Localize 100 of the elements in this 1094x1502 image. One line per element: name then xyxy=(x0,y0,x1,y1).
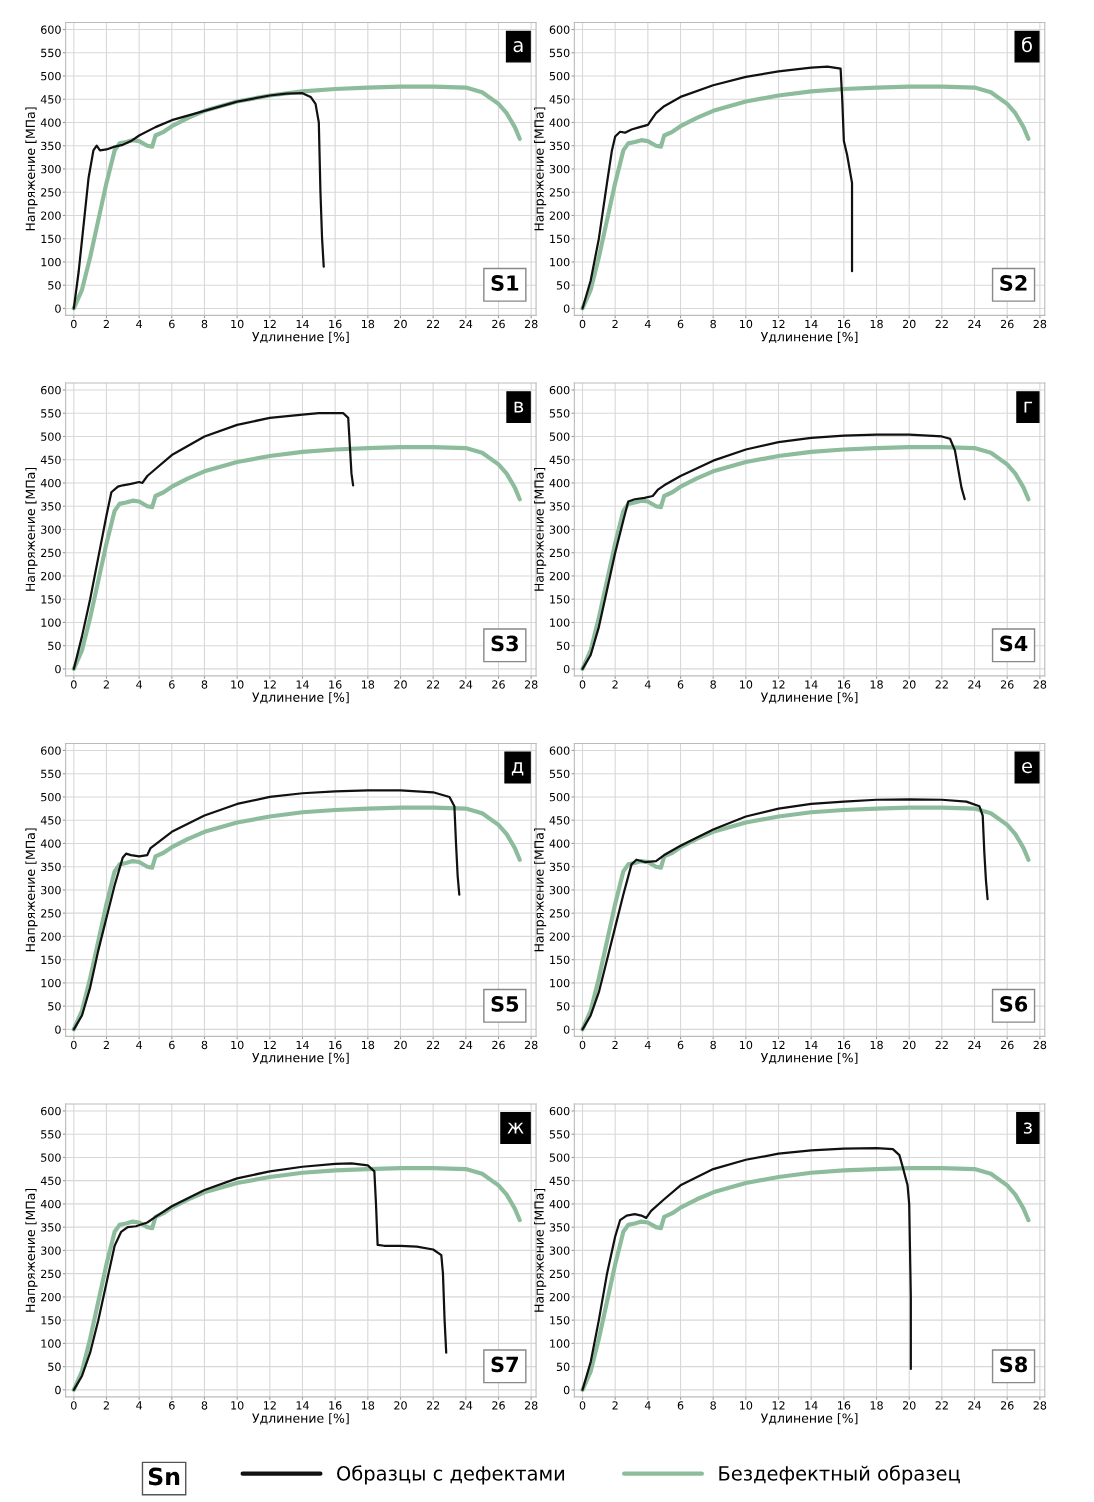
x-tick-label: 16 xyxy=(329,1401,342,1410)
y-tick-label: 500 xyxy=(41,71,61,81)
y-tick-label: 100 xyxy=(41,257,61,267)
y-tick-label: 0 xyxy=(563,1025,570,1034)
x-tick-label: 24 xyxy=(459,680,473,689)
y-tick-label: 0 xyxy=(563,664,570,674)
y-tick-label: 450 xyxy=(40,816,61,825)
x-tick-label: 12 xyxy=(772,680,785,689)
x-axis-title: Удлинение [%] xyxy=(252,1413,349,1425)
x-axis-title: Удлинение [%] xyxy=(760,1413,858,1425)
x-tick-label: 12 xyxy=(772,1040,785,1049)
x-tick-label: 16 xyxy=(838,680,851,689)
x-tick-label: 24 xyxy=(968,1401,981,1410)
x-tick-label: 14 xyxy=(296,319,309,329)
y-tick-label: 400 xyxy=(40,118,61,127)
line-series xyxy=(72,412,355,671)
y-tick-label: 150 xyxy=(41,955,61,965)
x-axis-title: Удлинение [%] xyxy=(252,692,349,704)
line-series xyxy=(71,805,522,1032)
x-tick-label: 4 xyxy=(136,1040,143,1049)
y-tick-label: 600 xyxy=(41,25,61,34)
y-tick-label: 100 xyxy=(41,978,61,988)
y-tick-label: 600 xyxy=(41,385,61,395)
x-tick-label: 10 xyxy=(231,319,244,329)
line-series xyxy=(580,84,1031,311)
x-tick-label: 2 xyxy=(103,1401,109,1410)
legend-label: Образцы с дефектами xyxy=(337,1465,565,1485)
x-tick-label: 4 xyxy=(644,319,651,329)
y-tick-label: 550 xyxy=(549,409,570,418)
x-tick-label: 4 xyxy=(136,319,143,329)
x-tick-label: 8 xyxy=(710,319,716,329)
x-tick-label: 4 xyxy=(644,680,651,689)
y-tick-label: 150 xyxy=(550,234,570,244)
annotation: г xyxy=(1024,401,1033,413)
x-tick-label: 20 xyxy=(902,1401,916,1410)
x-tick-label: 18 xyxy=(870,1401,883,1410)
x-tick-label: 22 xyxy=(426,1401,440,1410)
y-tick-label: 50 xyxy=(556,641,570,651)
annotation: е xyxy=(1022,762,1032,774)
x-tick-label: 6 xyxy=(169,319,175,329)
y-tick-label: 550 xyxy=(41,409,61,418)
x-tick-label: 10 xyxy=(740,680,753,689)
line-series xyxy=(71,445,522,672)
x-tick-label: 2 xyxy=(612,1401,618,1410)
legend-label: Бездефектный образец xyxy=(719,1465,960,1485)
annotation: в xyxy=(514,401,524,413)
y-tick-label: 350 xyxy=(41,862,61,872)
y-tick-label: 150 xyxy=(550,595,570,604)
y-axis-title: Напряжение [МПа] xyxy=(25,107,38,231)
y-axis-title: Напряжение [МПа] xyxy=(25,467,38,591)
x-tick-label: 4 xyxy=(136,680,143,689)
x-tick-label: 14 xyxy=(805,1401,818,1410)
x-tick-label: 20 xyxy=(902,680,916,689)
x-tick-label: 6 xyxy=(677,1401,684,1410)
y-tick-label: 550 xyxy=(549,769,570,779)
y-tick-label: 500 xyxy=(41,432,61,441)
y-tick-label: 550 xyxy=(549,1130,570,1139)
x-tick-label: 24 xyxy=(459,1401,473,1410)
x-tick-label: 28 xyxy=(524,1401,538,1410)
annotation: S1 xyxy=(491,275,519,291)
y-axis-title: Напряжение [МПа] xyxy=(534,467,547,591)
x-tick-label: 12 xyxy=(772,319,785,329)
y-tick-label: 350 xyxy=(549,141,570,151)
y-tick-label: 300 xyxy=(549,525,570,534)
x-tick-label: 14 xyxy=(296,1040,309,1049)
y-tick-label: 100 xyxy=(41,618,61,627)
y-tick-label: 150 xyxy=(550,1316,570,1325)
x-tick-label: 20 xyxy=(394,1401,407,1410)
y-tick-label: 350 xyxy=(41,1223,61,1232)
y-tick-label: 300 xyxy=(41,525,61,534)
x-tick-label: 2 xyxy=(103,319,109,329)
x-tick-label: 10 xyxy=(740,319,753,329)
y-tick-label: 50 xyxy=(556,1002,570,1011)
x-tick-label: 16 xyxy=(329,680,342,689)
y-tick-label: 450 xyxy=(549,816,570,825)
y-tick-label: 600 xyxy=(41,1106,61,1116)
y-tick-label: 400 xyxy=(40,839,61,848)
y-tick-label: 200 xyxy=(549,211,570,220)
y-axis-title: Напряжение [МПа] xyxy=(25,1188,38,1312)
x-axis-title: Удлинение [%] xyxy=(252,1052,349,1064)
x-tick-label: 14 xyxy=(805,1040,818,1049)
annotation: S8 xyxy=(1000,1356,1028,1373)
x-tick-label: 18 xyxy=(870,1040,883,1050)
x-tick-label: 18 xyxy=(361,1040,375,1050)
annotation: S3 xyxy=(491,635,518,652)
y-tick-label: 450 xyxy=(549,95,570,104)
x-tick-label: 24 xyxy=(459,319,473,329)
x-tick-label: 26 xyxy=(1000,680,1014,689)
x-tick-label: 22 xyxy=(426,1040,440,1049)
x-tick-label: 10 xyxy=(740,1401,753,1410)
y-tick-label: 250 xyxy=(549,1269,570,1279)
line-series xyxy=(72,92,325,310)
y-tick-label: 150 xyxy=(41,1316,61,1325)
x-tick-label: 2 xyxy=(103,1040,109,1049)
y-tick-label: 250 xyxy=(41,548,61,558)
x-tick-label: 6 xyxy=(169,680,175,689)
x-tick-label: 26 xyxy=(492,319,505,329)
x-tick-label: 0 xyxy=(71,680,77,689)
x-tick-label: 10 xyxy=(231,680,244,689)
x-tick-label: 12 xyxy=(263,319,276,329)
